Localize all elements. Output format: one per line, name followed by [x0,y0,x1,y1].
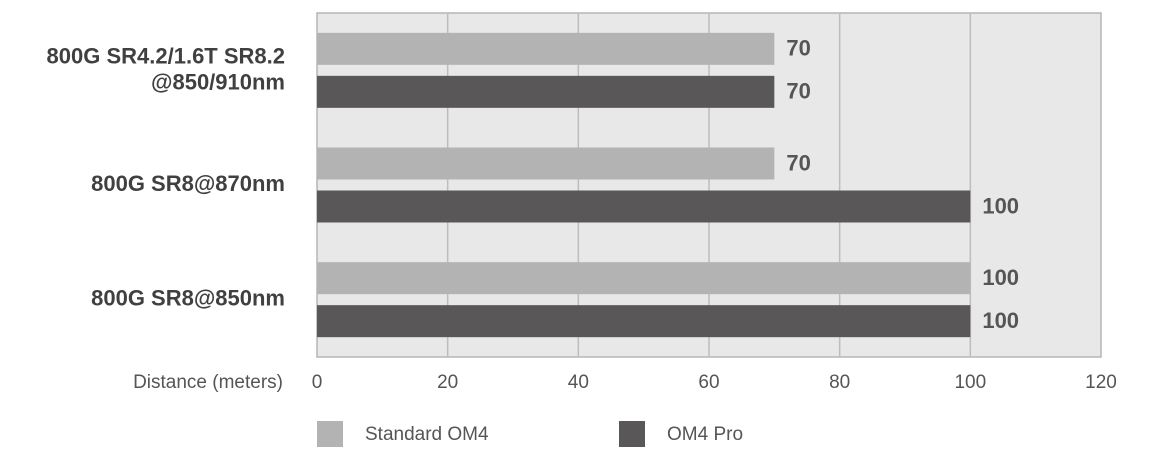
x-tick-label: 100 [954,372,986,393]
x-tick-label: 60 [698,372,719,393]
x-axis-title: Distance (meters) [133,372,283,393]
value-label: 100 [982,193,1019,218]
bar [317,262,971,295]
value-label: 70 [786,79,810,104]
x-tick-label: 120 [1085,372,1117,393]
bar [317,32,775,65]
value-label: 100 [982,265,1019,290]
x-tick-label: 80 [829,372,850,393]
value-label: 70 [786,36,810,61]
y-tick-label: 800G SR4.2/1.6T SR8.2 @850/910nm [47,43,285,94]
legend-swatch [619,421,645,447]
bar [317,147,775,180]
x-tick-label: 0 [312,372,323,393]
y-tick-label: 800G SR8@850nm [91,285,285,310]
bar [317,190,971,223]
legend-swatch [317,421,343,447]
bar [317,75,775,108]
value-label: 100 [982,308,1019,333]
bar [317,305,971,338]
legend-label: Standard OM4 [365,424,489,445]
legend-label: OM4 Pro [667,424,743,445]
x-tick-label: 20 [437,372,458,393]
y-tick-label: 800G SR8@870nm [91,171,285,196]
value-label: 70 [786,150,810,175]
x-tick-label: 40 [568,372,589,393]
